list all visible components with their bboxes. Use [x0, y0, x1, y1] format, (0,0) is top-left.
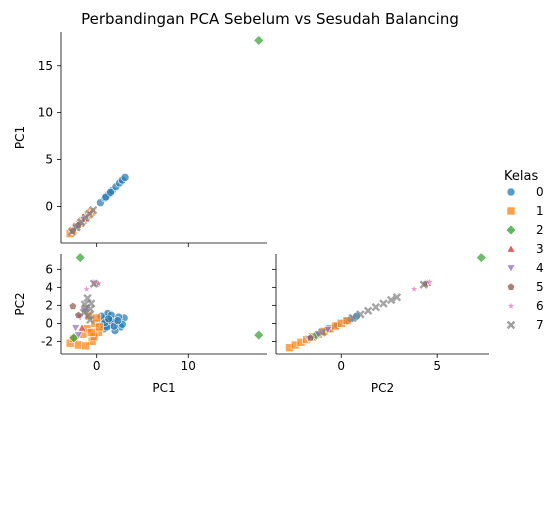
legend-marker-0 [506, 187, 516, 197]
point-class-0 [106, 188, 115, 197]
x-tick-label: 5 [433, 359, 441, 373]
point-class-6 [409, 284, 419, 294]
point-class-6 [82, 284, 92, 294]
point-class-7 [88, 205, 98, 215]
y-axis-label: PC2 [13, 292, 27, 315]
y-tick-label: 0 [45, 316, 53, 330]
y-tick-label: 10 [38, 106, 53, 120]
panel-pc2-vs-pc2: 0 5 PC2 [272, 252, 489, 395]
point-class-7 [317, 328, 327, 337]
point-class-7 [363, 306, 373, 316]
legend: Kelas 0 1 2 3 4 5 6 7 [504, 169, 544, 332]
point-class-7 [392, 292, 402, 302]
y-tick-label: 2 [45, 298, 53, 312]
point-class-1 [95, 322, 104, 332]
point-class-7 [356, 310, 365, 319]
point-class-7 [81, 303, 90, 313]
y-axis-label: PC1 [13, 126, 27, 149]
legend-marker-7 [506, 320, 516, 330]
y-tick-label: 0 [45, 199, 53, 213]
legend-label: 2 [536, 223, 544, 237]
point-class-5 [306, 333, 315, 342]
legend-item-2: 2 [505, 223, 544, 237]
legend-item-7: 7 [506, 318, 544, 332]
legend-label: 3 [536, 242, 544, 256]
point-class-5 [68, 301, 78, 310]
point-class-7 [79, 308, 89, 317]
legend-marker-5 [506, 282, 516, 291]
legend-item-5: 5 [506, 280, 544, 294]
legend-label: 7 [536, 318, 544, 332]
x-tick-label: 0 [337, 359, 345, 373]
point-class-1 [92, 313, 102, 323]
panel-pc1-vs-pc1: 0 5 10 15 PC1 [13, 32, 267, 247]
point-class-1 [81, 341, 91, 351]
legend-label: 6 [536, 299, 544, 313]
x-axis-label: PC2 [371, 381, 394, 395]
legend-marker-1 [506, 206, 516, 216]
y-tick-label: 4 [45, 280, 53, 294]
point-class-0 [120, 173, 130, 182]
point-class-3 [77, 323, 87, 332]
legend-label: 4 [536, 261, 544, 275]
y-tick-label: 5 [45, 153, 53, 167]
panel-pc1-vs-pc2: 0 10 -2 0 2 4 6 PC1 PC2 [13, 252, 267, 395]
plot-panels: 0 5 10 15 PC1 0 10 -2 0 2 4 6 PC1 PC2 0 5 PC2 [13, 32, 489, 395]
legend-marker-2 [505, 224, 517, 236]
legend-label: 5 [536, 280, 544, 294]
point-class-7 [386, 295, 396, 305]
legend-item-4: 4 [506, 261, 544, 275]
y-tick-label: 15 [38, 59, 53, 73]
point-class-4 [71, 324, 81, 333]
point-class-2 [253, 35, 265, 46]
point-class-7 [89, 279, 99, 288]
point-class-7 [379, 299, 388, 308]
legend-label: 1 [536, 204, 544, 218]
legend-marker-6 [506, 301, 516, 310]
point-class-2 [253, 329, 265, 341]
point-class-7 [348, 313, 358, 323]
x-tick-label: 0 [93, 359, 101, 373]
x-axis-label: PC1 [152, 381, 175, 395]
chart-title: Perbandingan PCA Sebelum vs Sesudah Bala… [81, 10, 459, 28]
point-class-4 [73, 331, 83, 340]
legend-marker-4 [506, 264, 516, 273]
point-class-2 [475, 252, 487, 264]
y-tick-label: -2 [41, 334, 53, 348]
point-class-7 [86, 315, 95, 325]
legend-item-3: 3 [506, 242, 544, 256]
y-tick-label: 6 [45, 262, 53, 276]
legend-item-0: 0 [506, 185, 544, 199]
point-class-1 [74, 340, 83, 350]
legend-title: Kelas [504, 169, 538, 184]
point-class-7 [371, 302, 381, 312]
point-class-7 [84, 311, 93, 320]
point-class-2 [74, 252, 86, 264]
legend-item-1: 1 [506, 204, 544, 218]
point-class-1 [86, 328, 96, 337]
point-class-7 [419, 280, 429, 289]
legend-label: 0 [536, 185, 544, 199]
point-class-0 [113, 316, 123, 325]
point-class-0 [104, 314, 113, 324]
legend-item-6: 6 [506, 299, 544, 313]
point-class-7 [83, 293, 92, 303]
point-class-6 [424, 277, 435, 286]
legend-marker-3 [506, 244, 516, 253]
x-tick-label: 10 [181, 359, 196, 373]
